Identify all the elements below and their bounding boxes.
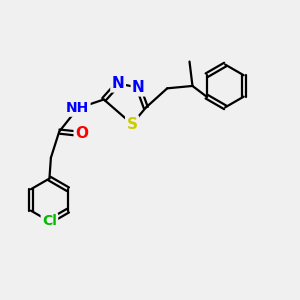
Text: N: N bbox=[132, 80, 145, 95]
Text: N: N bbox=[112, 76, 124, 91]
Text: O: O bbox=[75, 127, 88, 142]
Text: Cl: Cl bbox=[42, 214, 57, 228]
Text: S: S bbox=[127, 116, 138, 131]
Text: NH: NH bbox=[66, 101, 89, 116]
